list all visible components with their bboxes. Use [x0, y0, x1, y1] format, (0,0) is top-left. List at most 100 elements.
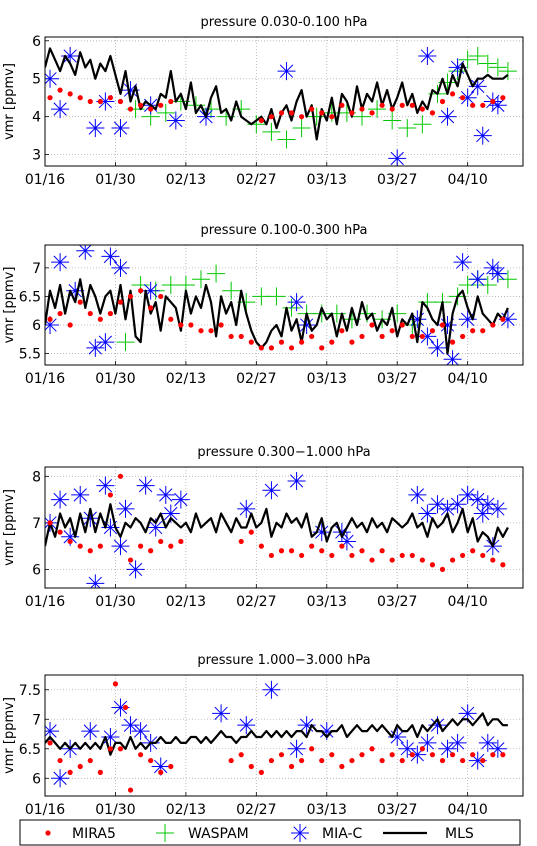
data-point-mira5	[329, 339, 335, 345]
data-point-mia-c	[146, 518, 165, 537]
data-point-mira5	[57, 310, 63, 317]
series-layer	[45, 245, 517, 365]
data-point-mira5	[329, 114, 335, 120]
data-point-mira5	[389, 557, 395, 563]
data-point-mira5	[107, 746, 114, 752]
y-tick-label: 6.5	[19, 742, 41, 758]
data-point-waspam	[478, 276, 497, 294]
data-point-mia-c	[101, 727, 120, 746]
x-tick-label: 02/27	[236, 594, 276, 610]
data-point-mira5	[67, 769, 73, 775]
data-point-mia-c	[111, 537, 130, 556]
data-point-mia-c	[418, 733, 437, 752]
data-point-waspam	[292, 119, 311, 138]
data-point-mira5	[319, 548, 325, 554]
data-point-mira5	[87, 548, 93, 554]
y-tick-label: 8	[32, 469, 41, 485]
data-point-mira5	[77, 543, 83, 549]
data-point-mira5	[379, 333, 385, 340]
x-tick-label: 01/16	[25, 802, 65, 818]
data-point-mira5	[449, 557, 456, 563]
data-point-mira5	[480, 328, 486, 334]
x-tick-label: 03/27	[377, 172, 417, 188]
x-tick-label: 02/13	[166, 594, 206, 610]
data-point-mia-c	[473, 126, 492, 145]
data-point-mia-c	[116, 499, 135, 518]
data-point-mira5	[449, 339, 456, 345]
x-tick-label: 04/10	[447, 371, 487, 387]
data-point-mira5	[268, 552, 275, 559]
series-line-mls	[45, 47, 509, 141]
series-line-mls	[45, 503, 509, 548]
data-point-mira5	[107, 310, 114, 317]
data-point-mira5	[77, 299, 83, 305]
data-point-mira5	[248, 763, 254, 770]
data-point-mira5	[127, 787, 134, 793]
data-point-waspam	[191, 270, 210, 289]
data-point-mira5	[419, 333, 425, 340]
data-point-mira5	[339, 763, 345, 770]
data-point-waspam	[277, 130, 296, 149]
data-point-mia-c	[468, 270, 487, 289]
data-point-mia-c	[51, 490, 70, 509]
data-point-mia-c	[86, 119, 105, 138]
data-point-mira5	[309, 543, 315, 549]
legend-item-waspam: WASPAM	[156, 824, 249, 842]
data-point-waspam	[267, 287, 286, 306]
data-point-mia-c	[408, 485, 427, 504]
data-point-mira5	[490, 322, 496, 328]
data-point-mira5	[449, 91, 456, 97]
data-point-mira5	[138, 543, 144, 549]
data-point-mira5	[359, 333, 365, 340]
legend-marker-mia-c	[291, 824, 309, 842]
data-point-mira5	[429, 110, 436, 116]
data-point-mira5	[67, 91, 73, 97]
data-point-mia-c	[81, 722, 100, 741]
data-point-waspam	[383, 111, 402, 130]
data-point-mira5	[439, 322, 446, 328]
data-point-mira5	[409, 552, 415, 559]
data-point-mira5	[278, 110, 285, 116]
data-point-mira5	[399, 322, 405, 328]
data-point-mia-c	[101, 247, 120, 266]
legend-label-waspam: WASPAM	[188, 826, 249, 842]
data-point-mira5	[339, 102, 345, 108]
data-point-mira5	[379, 757, 385, 764]
data-point-mia-c	[121, 716, 140, 735]
data-point-mia-c	[71, 485, 90, 504]
y-axis-label: vmr [ppmv]	[2, 697, 17, 774]
data-point-mia-c	[488, 499, 507, 518]
data-point-mira5	[470, 548, 476, 554]
data-point-mia-c	[136, 476, 155, 495]
x-tick-label: 03/27	[377, 802, 417, 818]
data-point-mira5	[117, 299, 124, 305]
series-layer	[45, 471, 509, 588]
data-point-waspam	[116, 333, 135, 352]
data-point-mia-c	[468, 490, 487, 509]
data-point-waspam	[468, 46, 487, 65]
data-point-mira5	[158, 769, 164, 775]
y-tick-label: 3	[32, 148, 41, 164]
data-point-mia-c	[438, 107, 457, 126]
series-layer	[45, 46, 517, 166]
data-point-mira5	[288, 110, 295, 116]
data-point-mira5	[278, 752, 285, 758]
data-point-mira5	[57, 87, 63, 93]
data-point-mira5	[500, 562, 506, 568]
data-point-mira5	[122, 704, 129, 711]
data-point-mira5	[419, 746, 425, 752]
data-point-mira5	[87, 310, 93, 317]
data-point-mira5	[470, 752, 476, 758]
series-line-mls	[45, 712, 508, 756]
data-point-mira5	[480, 552, 486, 559]
data-point-mia-c	[86, 338, 105, 357]
data-point-mira5	[57, 757, 63, 764]
x-tick-label: 02/13	[166, 802, 206, 818]
y-tick-label: 6	[32, 318, 41, 334]
y-axis-label: vmr [ppmv]	[2, 63, 17, 140]
axes-frame	[44, 466, 524, 589]
data-point-mia-c	[81, 509, 100, 528]
data-point-mira5	[329, 552, 335, 559]
data-point-mira5	[389, 752, 395, 758]
data-point-mira5	[399, 102, 405, 108]
